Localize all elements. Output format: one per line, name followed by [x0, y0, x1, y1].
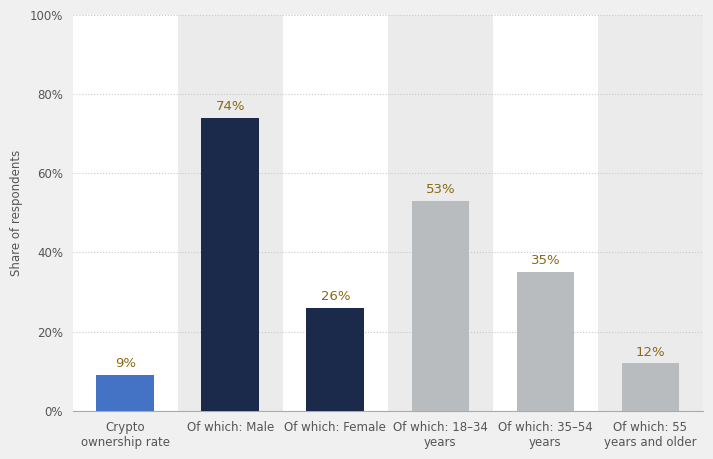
Text: 35%: 35% [530, 254, 560, 268]
Bar [516, 272, 575, 411]
Text: 53%: 53% [426, 183, 455, 196]
Bar [178, 15, 283, 411]
Bar [202, 118, 260, 411]
Text: 74%: 74% [215, 100, 245, 113]
Y-axis label: Share of respondents: Share of respondents [10, 150, 23, 276]
Bar [598, 15, 703, 411]
Bar [283, 15, 388, 411]
Text: 12%: 12% [636, 346, 665, 358]
Bar [411, 201, 469, 411]
Bar [622, 364, 679, 411]
Bar [73, 15, 178, 411]
Text: 9%: 9% [115, 358, 135, 370]
Bar [493, 15, 598, 411]
Bar [388, 15, 493, 411]
Bar [96, 375, 154, 411]
Bar [307, 308, 364, 411]
Text: 26%: 26% [321, 290, 350, 303]
